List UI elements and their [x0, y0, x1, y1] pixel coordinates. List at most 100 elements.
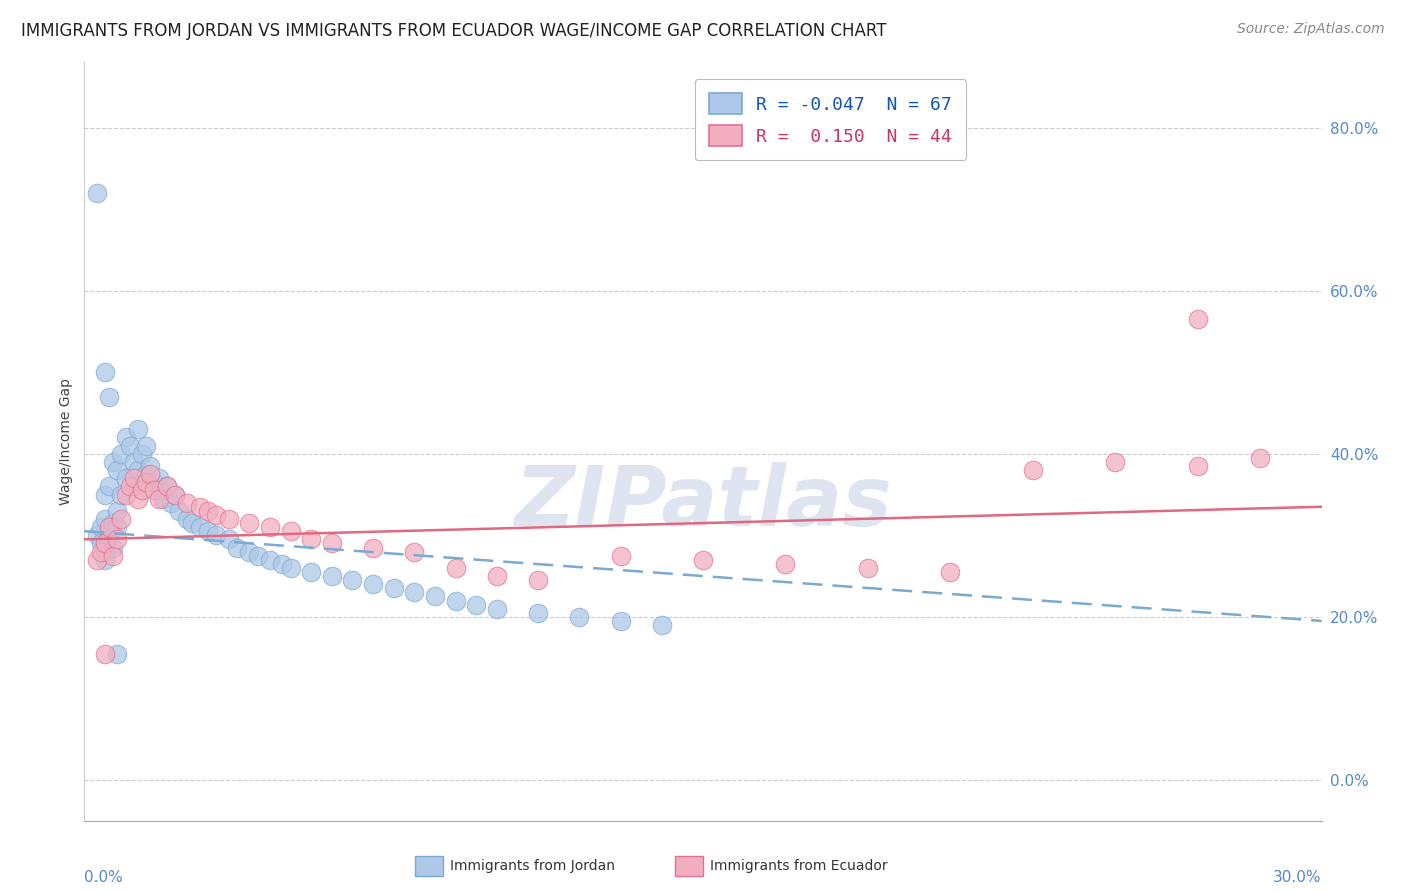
Point: [118, 479, 141, 493]
Point: [444, 561, 467, 575]
Point: [423, 590, 446, 604]
Text: 30.0%: 30.0%: [1274, 870, 1322, 885]
Point: [527, 606, 550, 620]
Point: [94, 647, 117, 661]
Point: [156, 479, 179, 493]
Point: [131, 447, 153, 461]
Text: Immigrants from Ecuador: Immigrants from Ecuador: [710, 859, 887, 873]
Point: [382, 582, 405, 596]
Point: [148, 471, 170, 485]
Point: [148, 491, 170, 506]
Point: [118, 439, 141, 453]
Point: [135, 475, 157, 490]
Point: [1022, 463, 1045, 477]
Point: [197, 504, 219, 518]
Point: [103, 455, 125, 469]
Point: [105, 647, 128, 661]
Point: [98, 533, 121, 547]
Text: Immigrants from Jordan: Immigrants from Jordan: [450, 859, 614, 873]
Point: [939, 565, 962, 579]
Point: [114, 471, 136, 485]
Point: [90, 536, 112, 550]
Point: [122, 471, 145, 485]
Point: [110, 487, 132, 501]
Point: [651, 618, 673, 632]
Point: [94, 512, 117, 526]
Point: [218, 512, 240, 526]
Point: [98, 479, 121, 493]
Point: [98, 524, 121, 539]
Point: [160, 496, 183, 510]
Point: [180, 516, 202, 530]
Point: [1249, 450, 1271, 465]
Point: [527, 573, 550, 587]
Point: [259, 553, 281, 567]
Point: [485, 569, 508, 583]
Point: [98, 520, 121, 534]
Point: [94, 553, 117, 567]
Point: [176, 496, 198, 510]
Point: [205, 528, 228, 542]
Point: [139, 458, 162, 473]
Point: [188, 520, 211, 534]
Point: [856, 561, 879, 575]
Point: [114, 487, 136, 501]
Point: [139, 467, 162, 482]
Point: [692, 553, 714, 567]
Y-axis label: Wage/Income Gap: Wage/Income Gap: [59, 378, 73, 505]
Point: [188, 500, 211, 514]
Point: [321, 536, 343, 550]
Point: [238, 516, 260, 530]
Point: [135, 467, 157, 482]
Point: [131, 483, 153, 498]
Point: [86, 186, 108, 200]
Point: [238, 544, 260, 558]
Point: [280, 561, 302, 575]
Point: [465, 598, 488, 612]
Point: [342, 573, 364, 587]
Point: [127, 422, 149, 436]
Point: [167, 504, 190, 518]
Point: [90, 520, 112, 534]
Point: [299, 565, 322, 579]
Point: [127, 491, 149, 506]
Point: [103, 549, 125, 563]
Point: [165, 487, 187, 501]
Point: [271, 557, 294, 571]
Point: [226, 541, 249, 555]
Point: [122, 455, 145, 469]
Text: ZIPatlas: ZIPatlas: [515, 462, 891, 542]
Text: Source: ZipAtlas.com: Source: ZipAtlas.com: [1237, 22, 1385, 37]
Point: [86, 553, 108, 567]
Text: 0.0%: 0.0%: [84, 870, 124, 885]
Point: [110, 447, 132, 461]
Point: [127, 463, 149, 477]
Point: [246, 549, 269, 563]
Point: [105, 520, 128, 534]
Point: [103, 541, 125, 555]
Point: [609, 549, 631, 563]
Point: [361, 541, 384, 555]
Legend: R = -0.047  N = 67, R =  0.150  N = 44: R = -0.047 N = 67, R = 0.150 N = 44: [695, 79, 966, 161]
Point: [90, 544, 112, 558]
Point: [94, 544, 117, 558]
Point: [568, 610, 591, 624]
Point: [197, 524, 219, 539]
Point: [404, 585, 426, 599]
Point: [94, 536, 117, 550]
Point: [485, 601, 508, 615]
Point: [152, 491, 174, 506]
Point: [1187, 312, 1209, 326]
Point: [148, 483, 170, 498]
Point: [444, 593, 467, 607]
Point: [135, 439, 157, 453]
Text: IMMIGRANTS FROM JORDAN VS IMMIGRANTS FROM ECUADOR WAGE/INCOME GAP CORRELATION CH: IMMIGRANTS FROM JORDAN VS IMMIGRANTS FRO…: [21, 22, 887, 40]
Point: [280, 524, 302, 539]
Point: [114, 430, 136, 444]
Point: [143, 483, 166, 498]
Point: [404, 544, 426, 558]
Point: [110, 512, 132, 526]
Point: [165, 487, 187, 501]
Point: [205, 508, 228, 522]
Point: [1187, 458, 1209, 473]
